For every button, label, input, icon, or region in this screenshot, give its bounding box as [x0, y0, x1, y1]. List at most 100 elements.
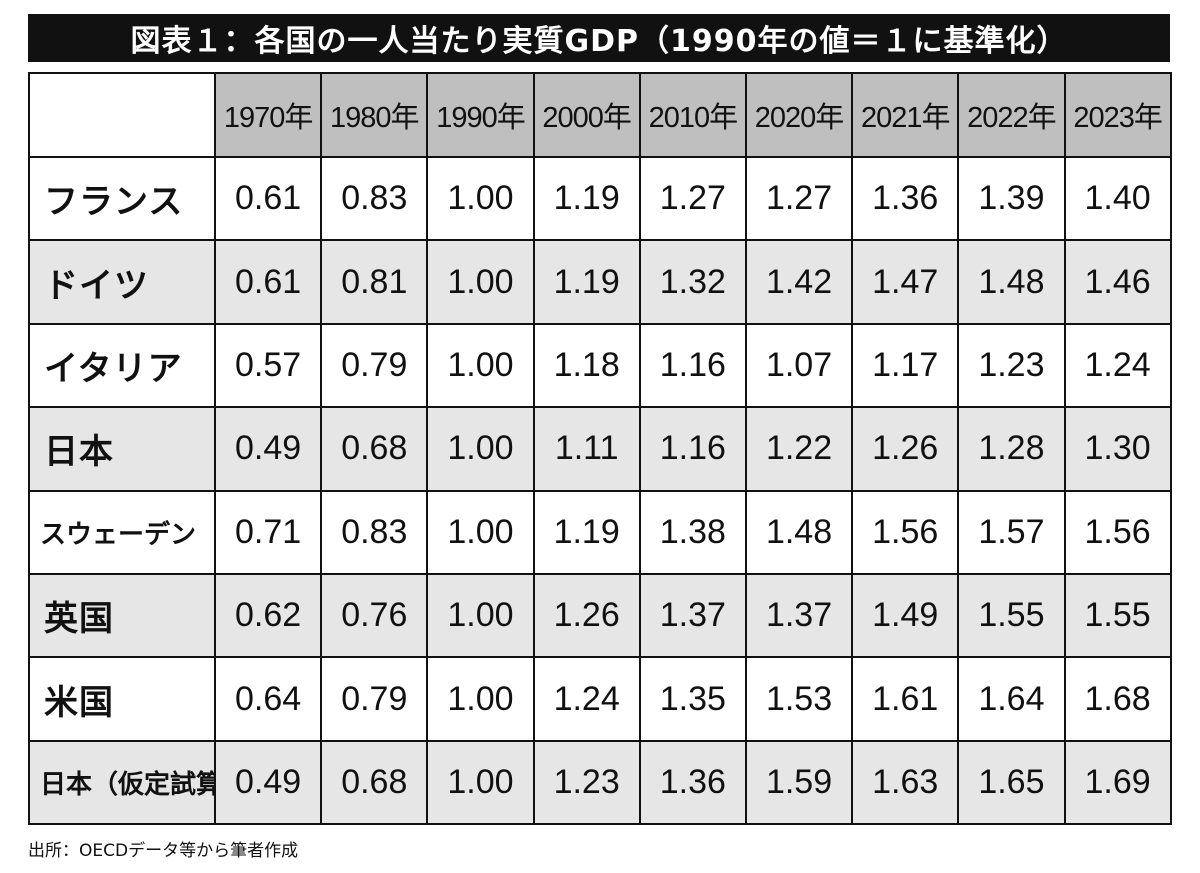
gdp-table-container: 1970年 1980年 1990年 2000年 2010年 2020年 2021…: [28, 72, 1172, 826]
table-cell: 0.71: [213, 489, 323, 575]
table-cell: 1.56: [1063, 489, 1172, 575]
table-cell: 1.69: [1063, 739, 1172, 826]
table-cell: 1.56: [851, 489, 960, 575]
table-row-sweden: スウェーデン 0.71 0.83 1.00 1.19 1.38 1.48 1.5…: [28, 489, 1172, 575]
column-header-1970: 1970年: [213, 72, 323, 158]
table-cell: 1.39: [957, 155, 1066, 242]
column-header-2022: 2022年: [957, 72, 1066, 158]
table-cell: 1.00: [426, 322, 535, 409]
table-cell: 0.83: [320, 155, 429, 242]
table-cell: 1.23: [532, 739, 641, 826]
table-cell: 0.79: [320, 322, 429, 409]
row-label-germany: ドイツ: [28, 239, 216, 325]
table-cell: 1.36: [638, 739, 747, 826]
table-cell: 0.49: [213, 406, 323, 492]
table-cell: 1.07: [744, 322, 854, 409]
row-label-france: フランス: [28, 155, 216, 242]
table-row-us: 米国 0.64 0.79 1.00 1.24 1.35 1.53 1.61 1.…: [28, 656, 1172, 742]
table-cell: 1.30: [1063, 406, 1172, 492]
table-cell: 1.35: [638, 656, 747, 742]
table-cell: 1.22: [744, 406, 854, 492]
table-cell: 0.62: [213, 572, 323, 659]
gdp-table: 1970年 1980年 1990年 2000年 2010年 2020年 2021…: [28, 72, 1172, 826]
table-cell: 1.40: [1063, 155, 1172, 242]
table-cell: 1.16: [638, 406, 747, 492]
table-cell: 1.46: [1063, 239, 1172, 325]
table-row-japan-hypothetical: 日本（仮定試算） 0.49 0.68 1.00 1.23 1.36 1.59 1…: [28, 739, 1172, 826]
table-cell: 1.38: [638, 489, 747, 575]
source-note: 出所：OECDデータ等から筆者作成: [28, 841, 299, 861]
table-cell: 1.26: [532, 572, 641, 659]
column-header-2021: 2021年: [851, 72, 960, 158]
table-cell: 1.55: [1063, 572, 1172, 659]
table-cell: 0.68: [320, 739, 429, 826]
table-cell: 1.47: [851, 239, 960, 325]
table-cell: 1.65: [957, 739, 1066, 826]
table-cell: 0.64: [213, 656, 323, 742]
row-label-uk: 英国: [28, 572, 216, 659]
table-cell: 1.27: [744, 155, 854, 242]
corner-cell: [28, 72, 216, 158]
table-cell: 0.61: [213, 155, 323, 242]
table-cell: 1.27: [638, 155, 747, 242]
table-cell: 1.48: [744, 489, 854, 575]
table-row-germany: ドイツ 0.61 0.81 1.00 1.19 1.32 1.42 1.47 1…: [28, 239, 1172, 325]
table-cell: 1.17: [851, 322, 960, 409]
table-cell: 1.48: [957, 239, 1066, 325]
table-cell: 1.42: [744, 239, 854, 325]
table-cell: 1.18: [532, 322, 641, 409]
table-cell: 1.59: [744, 739, 854, 826]
table-cell: 1.19: [532, 239, 641, 325]
table-cell: 0.57: [213, 322, 323, 409]
table-cell: 0.61: [213, 239, 323, 325]
table-cell: 0.76: [320, 572, 429, 659]
table-cell: 1.00: [426, 656, 535, 742]
table-cell: 0.81: [320, 239, 429, 325]
table-cell: 1.00: [426, 572, 535, 659]
table-cell: 1.37: [744, 572, 854, 659]
table-cell: 1.64: [957, 656, 1066, 742]
table-cell: 1.24: [532, 656, 641, 742]
table-cell: 1.37: [638, 572, 747, 659]
table-cell: 1.57: [957, 489, 1066, 575]
table-cell: 1.49: [851, 572, 960, 659]
table-cell: 1.36: [851, 155, 960, 242]
table-row-japan: 日本 0.49 0.68 1.00 1.11 1.16 1.22 1.26 1.…: [28, 406, 1172, 492]
table-cell: 1.19: [532, 489, 641, 575]
table-cell: 1.24: [1063, 322, 1172, 409]
column-header-2000: 2000年: [532, 72, 641, 158]
row-label-us: 米国: [28, 656, 216, 742]
column-header-2023: 2023年: [1063, 72, 1172, 158]
column-header-2020: 2020年: [744, 72, 854, 158]
table-cell: 1.23: [957, 322, 1066, 409]
row-label-japan-hypothetical: 日本（仮定試算）: [28, 739, 216, 826]
table-cell: 1.11: [532, 406, 641, 492]
table-cell: 1.55: [957, 572, 1066, 659]
table-row-uk: 英国 0.62 0.76 1.00 1.26 1.37 1.37 1.49 1.…: [28, 572, 1172, 659]
row-label-japan: 日本: [28, 406, 216, 492]
table-cell: 1.61: [851, 656, 960, 742]
column-header-1980: 1980年: [320, 72, 429, 158]
header-row: 1970年 1980年 1990年 2000年 2010年 2020年 2021…: [28, 72, 1172, 158]
row-label-sweden: スウェーデン: [28, 489, 216, 575]
chart-title: 図表１：各国の一人当たり実質GDP（1990年の値＝１に基準化）: [28, 14, 1170, 62]
table-cell: 0.79: [320, 656, 429, 742]
table-cell: 1.00: [426, 489, 535, 575]
table-cell: 0.68: [320, 406, 429, 492]
table-cell: 1.63: [851, 739, 960, 826]
table-cell: 1.26: [851, 406, 960, 492]
table-cell: 1.68: [1063, 656, 1172, 742]
column-header-1990: 1990年: [426, 72, 535, 158]
table-cell: 1.32: [638, 239, 747, 325]
row-label-italy: イタリア: [28, 322, 216, 409]
table-row-france: フランス 0.61 0.83 1.00 1.19 1.27 1.27 1.36 …: [28, 155, 1172, 242]
column-header-2010: 2010年: [638, 72, 747, 158]
table-cell: 1.16: [638, 322, 747, 409]
table-cell: 0.49: [213, 739, 323, 826]
table-row-italy: イタリア 0.57 0.79 1.00 1.18 1.16 1.07 1.17 …: [28, 322, 1172, 409]
table-cell: 1.28: [957, 406, 1066, 492]
table-cell: 1.19: [532, 155, 641, 242]
table-cell: 1.00: [426, 406, 535, 492]
table-cell: 1.00: [426, 155, 535, 242]
table-cell: 1.53: [744, 656, 854, 742]
